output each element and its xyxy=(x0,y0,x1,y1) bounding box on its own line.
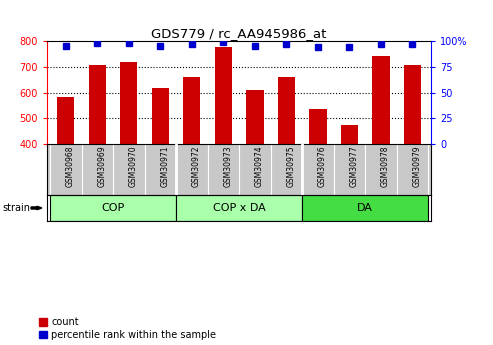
Bar xyxy=(372,56,389,144)
Bar xyxy=(152,88,169,144)
Text: GSM30976: GSM30976 xyxy=(318,146,327,187)
Bar xyxy=(302,195,428,221)
Bar xyxy=(183,77,201,144)
Bar xyxy=(57,97,74,144)
Text: GSM30978: GSM30978 xyxy=(381,146,390,187)
Text: strain: strain xyxy=(2,203,31,213)
Bar xyxy=(120,62,138,144)
Text: GSM30975: GSM30975 xyxy=(286,146,295,187)
Legend: count, percentile rank within the sample: count, percentile rank within the sample xyxy=(39,317,216,340)
Bar xyxy=(214,47,232,144)
Text: GSM30973: GSM30973 xyxy=(223,146,232,187)
Text: COP: COP xyxy=(102,203,125,213)
Text: GSM30968: GSM30968 xyxy=(66,146,75,187)
Bar xyxy=(278,77,295,144)
Bar xyxy=(50,195,176,221)
Bar xyxy=(246,90,264,144)
Text: COP x DA: COP x DA xyxy=(213,203,265,213)
Bar xyxy=(341,126,358,144)
Bar xyxy=(404,66,421,144)
Text: GSM30977: GSM30977 xyxy=(350,146,358,187)
Bar xyxy=(176,195,302,221)
Bar xyxy=(309,109,326,144)
Title: GDS779 / rc_AA945986_at: GDS779 / rc_AA945986_at xyxy=(151,27,327,40)
Text: GSM30970: GSM30970 xyxy=(129,146,138,187)
Text: GSM30971: GSM30971 xyxy=(160,146,169,187)
Text: DA: DA xyxy=(357,203,373,213)
Text: GSM30972: GSM30972 xyxy=(192,146,201,187)
Text: GSM30974: GSM30974 xyxy=(255,146,264,187)
Text: GSM30979: GSM30979 xyxy=(413,146,422,187)
Text: GSM30969: GSM30969 xyxy=(97,146,106,187)
Bar xyxy=(89,65,106,144)
